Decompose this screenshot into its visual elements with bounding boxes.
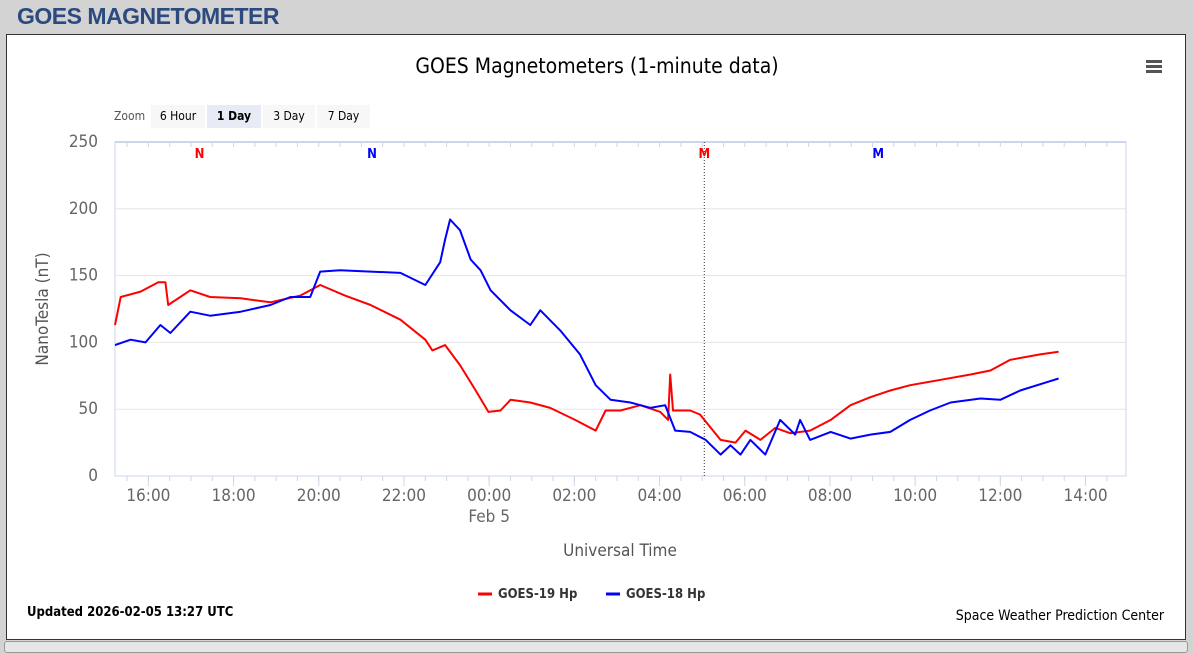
y-tick-label: 150 <box>69 266 98 286</box>
updated-timestamp: Updated 2026-02-05 13:27 UTC <box>27 605 233 620</box>
page-header: GOES MAGNETOMETER <box>17 3 280 29</box>
legend-label[interactable]: GOES-18 Hp <box>626 587 705 602</box>
plot-border <box>114 141 1127 477</box>
zoom-button-bg[interactable] <box>263 105 315 128</box>
chart-panel <box>6 34 1186 640</box>
zoom-button-6-hour[interactable]: 6 Hour <box>151 105 205 128</box>
credit-text: Space Weather Prediction Center <box>956 608 1165 624</box>
x-tick-label: 16:00 <box>126 486 170 506</box>
x-tick-label: 08:00 <box>808 486 852 506</box>
x-axis-label: Universal Time <box>563 541 677 561</box>
zoom-button-label[interactable]: 1 Day <box>217 109 251 123</box>
legend-label[interactable]: GOES-19 Hp <box>498 587 577 602</box>
y-tick-label: 200 <box>69 199 98 219</box>
zoom-button-label[interactable]: 7 Day <box>328 109 360 123</box>
y-tick-label: 50 <box>79 399 98 419</box>
marker-label-M: M <box>698 147 710 162</box>
zoom-button-7-day[interactable]: 7 Day <box>317 105 370 128</box>
zoom-button-label[interactable]: 3 Day <box>273 109 305 123</box>
zoom-button-label[interactable]: 6 Hour <box>160 109 197 123</box>
zoom-button-1-day[interactable]: 1 Day <box>207 105 261 128</box>
series-line-goes-19-hp <box>114 281 1059 444</box>
y-tick-label: 0 <box>88 466 98 486</box>
x-tick-label: 00:00 <box>467 486 511 506</box>
zoom-label: Zoom <box>114 109 145 123</box>
zoom-button-bg[interactable] <box>207 105 261 128</box>
marker-label-N: N <box>195 147 205 162</box>
zoom-button-3-day[interactable]: 3 Day <box>263 105 315 128</box>
hamburger-menu-icon[interactable] <box>1146 60 1162 75</box>
x-tick-sublabel: Feb 5 <box>468 507 510 527</box>
x-tick-label: 02:00 <box>552 486 596 506</box>
marker-label-M: M <box>872 147 884 162</box>
y-tick-label: 250 <box>69 132 98 152</box>
y-tick-label: 100 <box>69 332 98 352</box>
x-tick-label: 20:00 <box>297 486 341 506</box>
x-tick-label: 06:00 <box>723 486 767 506</box>
series-line-goes-18-hp <box>114 218 1059 456</box>
chart-title: GOES Magnetometers (1-minute data) <box>415 54 778 78</box>
zoom-button-bg[interactable] <box>317 105 370 128</box>
x-tick-label: 10:00 <box>893 486 937 506</box>
y-axis-label: NanoTesla (nT) <box>33 252 53 365</box>
legend-item-goes-18-hp[interactable]: GOES-18 Hp <box>606 587 705 602</box>
x-tick-label: 18:00 <box>212 486 256 506</box>
x-tick-label: 22:00 <box>382 486 426 506</box>
legend-item-goes-19-hp[interactable]: GOES-19 Hp <box>478 587 577 602</box>
x-tick-label: 14:00 <box>1063 486 1107 506</box>
x-tick-label: 12:00 <box>978 486 1022 506</box>
x-tick-label: 04:00 <box>638 486 682 506</box>
zoom-button-bg[interactable] <box>151 105 205 128</box>
marker-label-N: N <box>367 147 377 162</box>
